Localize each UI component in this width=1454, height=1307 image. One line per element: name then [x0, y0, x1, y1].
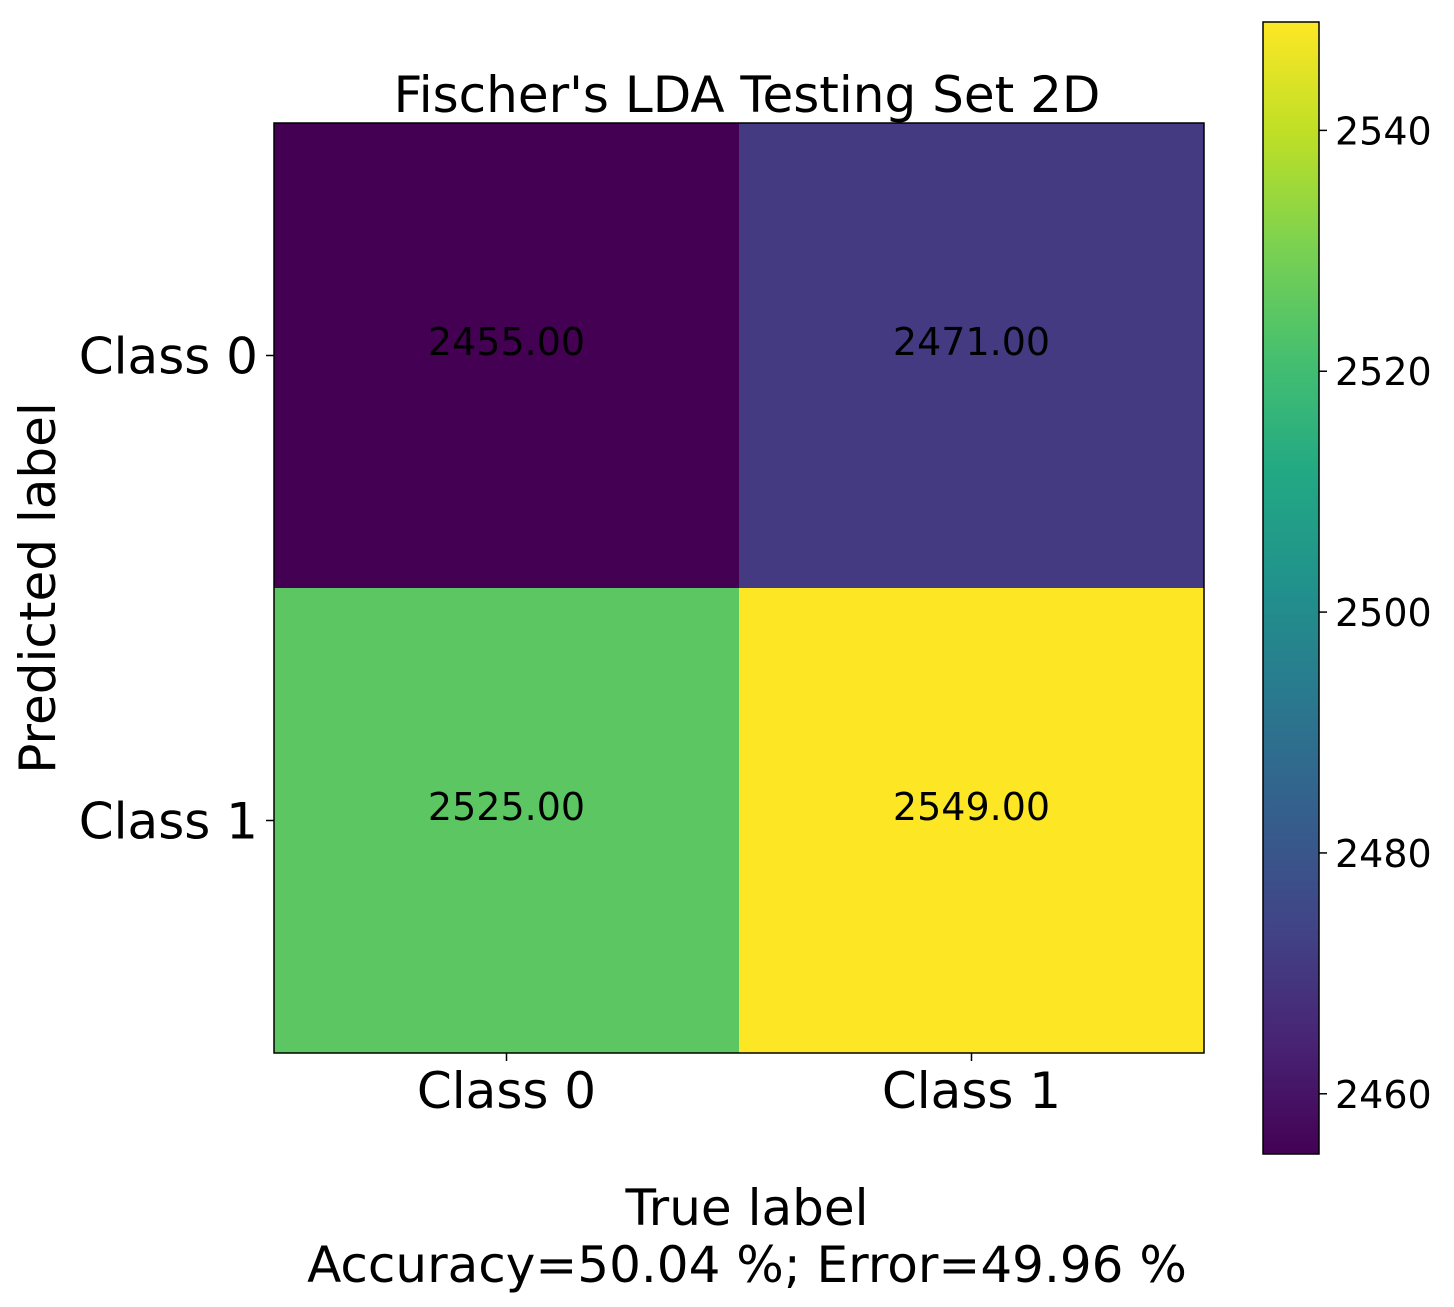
colorbar-ticks: 2460 2480 2500 2520 2540 — [1319, 109, 1432, 1117]
colorbar-tick-label: 2480 — [1335, 832, 1432, 876]
heatmap-cell — [274, 123, 740, 589]
heatmap-cells — [274, 123, 1205, 1054]
y-tick-label: Class 0 — [79, 328, 258, 386]
cell-value-labels: 2455.00 2471.00 2525.00 2549.00 — [428, 320, 1050, 829]
y-axis-ticks: Class 0 Class 1 — [79, 328, 274, 851]
cell-value-label: 2525.00 — [428, 785, 585, 829]
chart-title: Fischer's LDA Testing Set 2D — [394, 66, 1101, 124]
colorbar-frame — [1262, 21, 1320, 1155]
x-tick-label: Class 0 — [417, 1062, 596, 1120]
y-axis-label: Predicted label — [9, 402, 67, 774]
x-tick-label: Class 1 — [882, 1062, 1061, 1120]
cell-value-label: 2549.00 — [893, 785, 1050, 829]
heatmap-cell — [739, 588, 1205, 1054]
colorbar-tick-label: 2500 — [1335, 591, 1432, 635]
colorbar-tick-label: 2540 — [1335, 109, 1432, 153]
x-axis-ticks: Class 0 Class 1 — [417, 1053, 1061, 1120]
heatmap-cell — [274, 588, 740, 1054]
cell-value-label: 2471.00 — [893, 320, 1050, 364]
cell-value-label: 2455.00 — [428, 320, 585, 364]
x-axis-sublabel: Accuracy=50.04 %; Error=49.96 % — [307, 1236, 1187, 1294]
y-tick-label: Class 1 — [79, 793, 258, 851]
colorbar-tick-label: 2520 — [1335, 350, 1432, 394]
plot-frame — [273, 122, 1205, 1054]
x-axis-label: True label — [624, 1179, 868, 1237]
colorbar-gradient — [1263, 22, 1319, 1154]
heatmap-cell — [739, 123, 1205, 589]
colorbar-tick-label: 2460 — [1335, 1073, 1432, 1117]
